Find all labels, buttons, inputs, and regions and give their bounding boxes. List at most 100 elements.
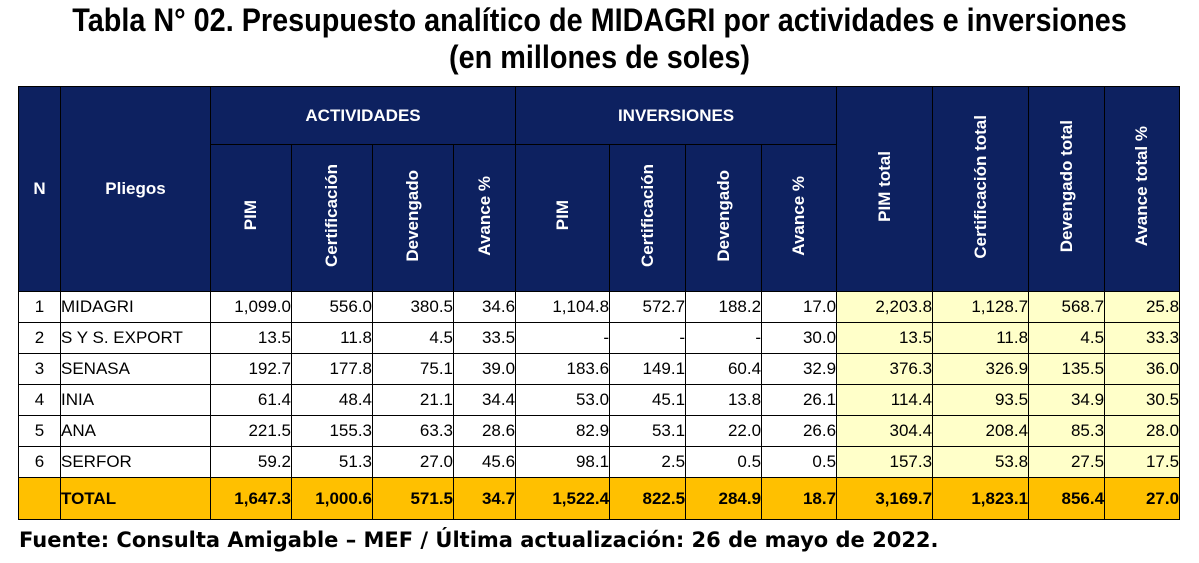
cell-inv-avance: 18.7 (761, 477, 838, 520)
cell-pim-total: 3,169.7 (836, 477, 934, 520)
cell-act-pim: 1,099.0 (210, 291, 292, 323)
cell-inv-avance: 32.9 (761, 353, 838, 385)
cell-avance-total: 25.8 (1104, 291, 1181, 323)
header-act-certificacion: Certificación (291, 144, 373, 292)
table-row: 4 INIA 61.4 48.4 21.1 34.4 53.0 45.1 13.… (18, 384, 1181, 416)
header-n: N (18, 86, 61, 292)
header-act-devengado: Devengado (372, 144, 454, 292)
cell-cert-total: 326.9 (932, 353, 1030, 385)
header-devengado-total: Devengado total (1028, 86, 1106, 292)
cell-inv-pim: 183.6 (515, 353, 611, 385)
cell-act-pim: 192.7 (210, 353, 292, 385)
header-act-pim: PIM (210, 144, 292, 292)
cell-inv-dev: 0.5 (685, 446, 763, 478)
cell-act-pim: 221.5 (210, 415, 292, 447)
cell-cert-total: 93.5 (932, 384, 1030, 416)
cell-inv-avance: 0.5 (761, 446, 838, 478)
cell-inv-dev: 60.4 (685, 353, 763, 385)
cell-inv-avance: 30.0 (761, 322, 838, 354)
cell-inv-pim: 82.9 (515, 415, 611, 447)
cell-inv-cert: 149.1 (609, 353, 687, 385)
cell-inv-cert: - (609, 322, 687, 354)
cell-inv-dev: 13.8 (685, 384, 763, 416)
cell-act-cert: 11.8 (291, 322, 373, 354)
title-line-2: (en millones de soles) (449, 39, 750, 75)
cell-act-cert: 1,000.6 (291, 477, 373, 520)
cell-inv-dev: 188.2 (685, 291, 763, 323)
header-inv-certificacion: Certificación (609, 144, 687, 292)
cell-inv-pim: 98.1 (515, 446, 611, 478)
cell-act-dev: 27.0 (372, 446, 454, 478)
header-pim-total: PIM total (836, 86, 934, 292)
cell-dev-total: 34.9 (1028, 384, 1106, 416)
cell-n: 6 (18, 446, 61, 478)
header-actividades: ACTIVIDADES (209, 86, 517, 145)
table-title: Tabla N° 02. Presupuesto analítico de MI… (60, 2, 1139, 76)
cell-act-avance: 28.6 (452, 415, 517, 447)
cell-act-cert: 556.0 (291, 291, 373, 323)
cell-cert-total: 53.8 (932, 446, 1030, 478)
cell-cert-total: 208.4 (932, 415, 1030, 447)
cell-act-cert: 155.3 (291, 415, 373, 447)
cell-pliego: SENASA (60, 353, 211, 385)
header-certificacion-total: Certificación total (932, 86, 1030, 292)
source-note: Fuente: Consulta Amigable – MEF / Última… (19, 528, 939, 552)
cell-inv-cert: 45.1 (609, 384, 687, 416)
cell-pliego: INIA (60, 384, 211, 416)
cell-n: 3 (18, 353, 61, 385)
cell-inv-pim: 53.0 (515, 384, 611, 416)
table-row: 1 MIDAGRI 1,099.0 556.0 380.5 34.6 1,104… (18, 291, 1181, 323)
cell-n: 2 (18, 322, 61, 354)
cell-act-avance: 39.0 (452, 353, 517, 385)
header-inv-pim: PIM (515, 144, 611, 292)
cell-act-avance: 34.4 (452, 384, 517, 416)
cell-inv-dev: 22.0 (685, 415, 763, 447)
cell-act-avance: 45.6 (452, 446, 517, 478)
cell-cert-total: 1,128.7 (932, 291, 1030, 323)
cell-inv-cert: 53.1 (609, 415, 687, 447)
cell-act-dev: 63.3 (372, 415, 454, 447)
table-row: 5 ANA 221.5 155.3 63.3 28.6 82.9 53.1 22… (18, 415, 1181, 447)
cell-act-avance: 33.5 (452, 322, 517, 354)
cell-act-pim: 61.4 (210, 384, 292, 416)
header-pliegos: Pliegos (60, 86, 211, 292)
budget-table: N Pliegos ACTIVIDADES INVERSIONES PIM to… (18, 86, 1181, 520)
header-inv-devengado: Devengado (685, 144, 763, 292)
cell-dev-total: 27.5 (1028, 446, 1106, 478)
cell-avance-total: 27.0 (1104, 477, 1181, 520)
cell-inv-cert: 572.7 (609, 291, 687, 323)
cell-n-empty (18, 477, 61, 520)
cell-inv-dev: 284.9 (685, 477, 763, 520)
header-avance-total: Avance total % (1104, 86, 1181, 292)
cell-inv-pim: - (515, 322, 611, 354)
header-inversiones: INVERSIONES (515, 86, 838, 145)
cell-inv-pim: 1,104.8 (515, 291, 611, 323)
cell-act-dev: 75.1 (372, 353, 454, 385)
cell-pim-total: 304.4 (836, 415, 934, 447)
table-header: N Pliegos ACTIVIDADES INVERSIONES PIM to… (18, 86, 1181, 292)
cell-inv-dev: - (685, 322, 763, 354)
cell-avance-total: 30.5 (1104, 384, 1181, 416)
cell-act-pim: 13.5 (210, 322, 292, 354)
cell-pliego: ANA (60, 415, 211, 447)
cell-dev-total: 135.5 (1028, 353, 1106, 385)
cell-act-cert: 177.8 (291, 353, 373, 385)
table-row: 2 S Y S. EXPORT 13.5 11.8 4.5 33.5 - - -… (18, 322, 1181, 354)
cell-cert-total: 1,823.1 (932, 477, 1030, 520)
table-body: 1 MIDAGRI 1,099.0 556.0 380.5 34.6 1,104… (18, 291, 1181, 520)
cell-n: 1 (18, 291, 61, 323)
cell-act-dev: 21.1 (372, 384, 454, 416)
cell-n: 4 (18, 384, 61, 416)
cell-act-avance: 34.7 (452, 477, 517, 520)
cell-pliego: S Y S. EXPORT (60, 322, 211, 354)
cell-act-pim: 59.2 (210, 446, 292, 478)
cell-pliego: SERFOR (60, 446, 211, 478)
table-row: 6 SERFOR 59.2 51.3 27.0 45.6 98.1 2.5 0.… (18, 446, 1181, 478)
cell-inv-pim: 1,522.4 (515, 477, 611, 520)
cell-pim-total: 157.3 (836, 446, 934, 478)
total-row: TOTAL 1,647.3 1,000.6 571.5 34.7 1,522.4… (18, 477, 1181, 520)
cell-pim-total: 13.5 (836, 322, 934, 354)
cell-cert-total: 11.8 (932, 322, 1030, 354)
cell-inv-cert: 2.5 (609, 446, 687, 478)
cell-inv-avance: 26.6 (761, 415, 838, 447)
